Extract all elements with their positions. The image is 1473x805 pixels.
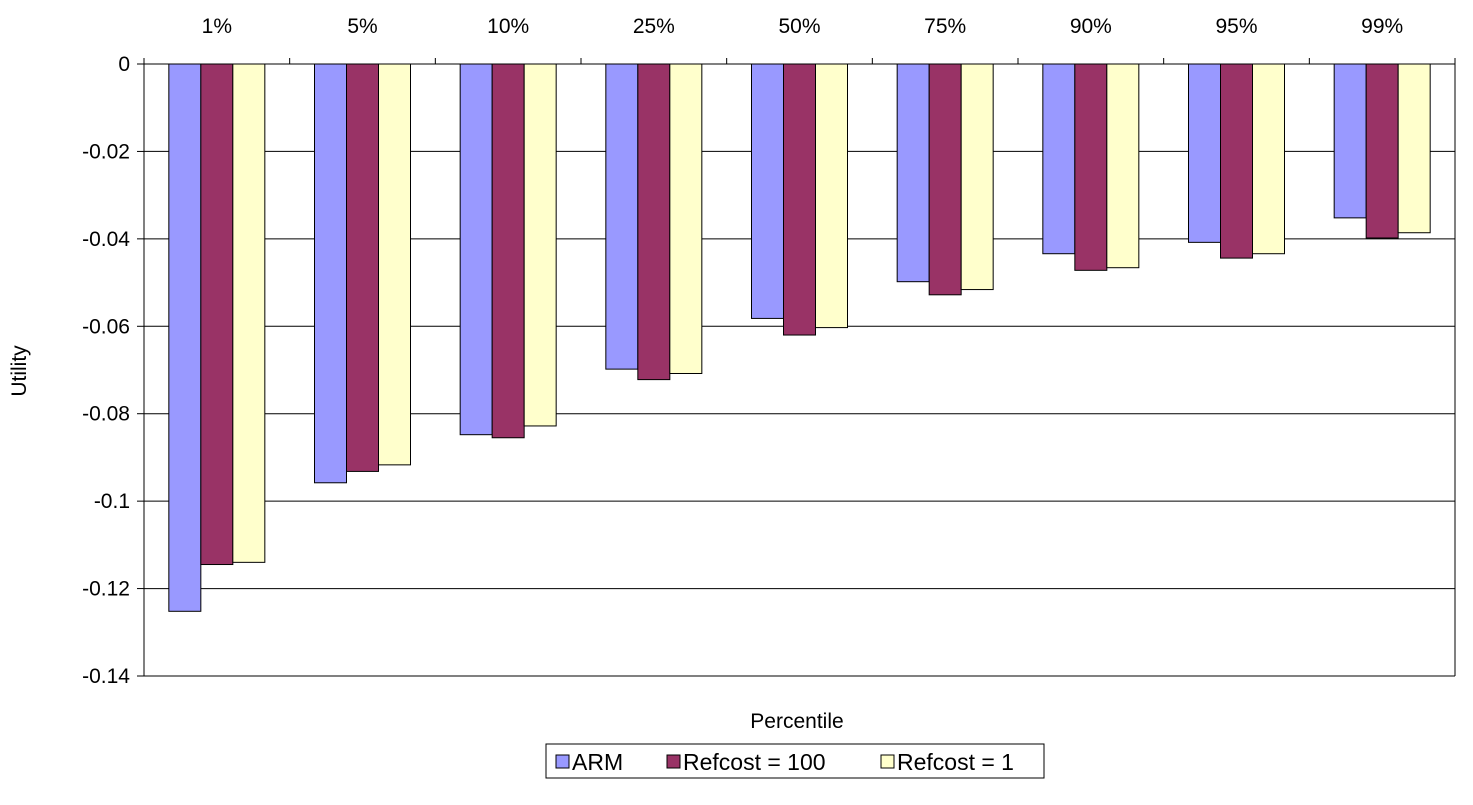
x-tick-label: 10% <box>487 15 529 38</box>
legend-swatch <box>666 754 681 769</box>
x-tick-label: 95% <box>1215 15 1257 38</box>
y-tick-label: -0.1 <box>94 490 130 513</box>
bar <box>1188 63 1221 243</box>
x-tick-label: 5% <box>347 15 377 38</box>
x-tick-label: 50% <box>778 15 820 38</box>
x-tick-label: 75% <box>924 15 966 38</box>
legend-box <box>545 743 1045 779</box>
y-tick-label: -0.02 <box>82 140 130 163</box>
legend-label: Refcost = 100 <box>683 749 826 775</box>
bar <box>751 63 784 319</box>
y-tick-label: 0 <box>118 53 130 76</box>
bar <box>605 63 639 370</box>
bar <box>1252 63 1285 255</box>
bar <box>459 63 493 436</box>
bar <box>1397 63 1431 234</box>
x-tick-label: 25% <box>633 15 675 38</box>
legend-swatch <box>555 754 570 769</box>
bar <box>1074 63 1108 271</box>
legend-label: ARM <box>572 749 623 775</box>
x-tick-labels: 1% 5% 10% 25% 50% 75% 90% 95% 99% <box>202 15 1404 38</box>
bar <box>1042 63 1076 255</box>
bar <box>200 63 234 566</box>
bar <box>491 63 525 439</box>
bar <box>168 63 202 612</box>
bar <box>960 63 994 291</box>
y-axis-title: Utility <box>8 345 31 397</box>
x-axis-title: Percentile <box>750 710 843 733</box>
bars <box>168 63 1431 612</box>
x-tick-label: 1% <box>202 15 232 38</box>
y-tick-label: -0.06 <box>82 315 130 338</box>
bar <box>896 63 930 283</box>
x-tick-label: 90% <box>1070 15 1112 38</box>
bar <box>346 63 379 472</box>
y-tick-labels: 0 -0.02 -0.04 -0.06 -0.08 -0.1 -0.12 -0.14 <box>82 53 130 688</box>
y-tick-label: -0.14 <box>82 665 130 688</box>
bar <box>1220 63 1253 259</box>
bar <box>669 63 703 374</box>
bar <box>928 63 962 296</box>
bar <box>1365 63 1399 239</box>
bar <box>232 63 266 563</box>
bar <box>1106 63 1140 269</box>
y-tick-label: -0.12 <box>82 578 130 601</box>
axes <box>137 58 1456 677</box>
y-tick-label: -0.08 <box>82 403 130 426</box>
bar <box>637 63 671 381</box>
x-tick-label: 99% <box>1361 15 1403 38</box>
bar <box>314 63 347 484</box>
y-tick-label: -0.04 <box>82 228 130 251</box>
bar <box>783 63 816 336</box>
bar <box>1333 63 1367 219</box>
legend-swatch <box>880 754 895 769</box>
bar <box>523 63 557 427</box>
bar <box>815 63 848 329</box>
legend-label: Refcost = 1 <box>897 749 1014 775</box>
legend: ARM Refcost = 100 Refcost = 1 <box>545 743 1045 779</box>
bar <box>378 63 411 466</box>
